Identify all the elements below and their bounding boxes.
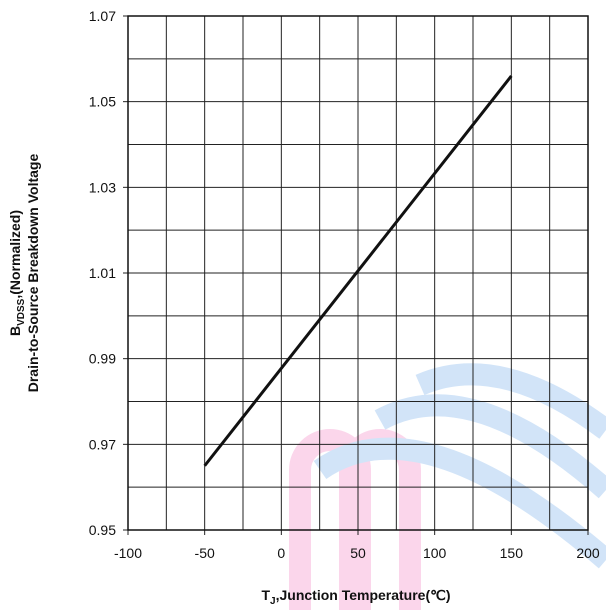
watermark: [289, 363, 606, 610]
x-tick-label: -100: [114, 545, 142, 561]
y-tick-label: 1.01: [89, 265, 116, 281]
data-line: [203, 75, 513, 467]
y-axis-label: Drain-to-Source Breakdown Voltage: [25, 154, 41, 393]
x-tick-label: 0: [277, 545, 285, 561]
x-tick-label: 150: [500, 545, 524, 561]
x-axis-label-part: ,Junction Temperature(℃): [276, 587, 451, 603]
y-tick-label: 1.07: [89, 8, 116, 24]
y-axis-label-part: B: [7, 326, 23, 336]
x-tick-label: 100: [423, 545, 447, 561]
x-axis-label-part: T: [261, 587, 270, 603]
plot-frame: [127, 15, 589, 531]
x-tick-label: -50: [195, 545, 215, 561]
y-axis-label-part: Drain-to-Source Breakdown Voltage: [25, 154, 41, 393]
y-tick-label: 0.99: [89, 351, 116, 367]
y-tick-label: 0.95: [89, 522, 116, 538]
y-tick-label: 1.05: [89, 94, 116, 110]
y-axis-label: BVDSS,(Normalized): [7, 210, 27, 336]
y-tick-label: 1.03: [89, 179, 116, 195]
x-tick-label: 200: [576, 545, 600, 561]
x-tick-label: 50: [350, 545, 366, 561]
y-tick-label: 0.97: [89, 436, 116, 452]
y-axis-label-part: ,(Normalized): [7, 210, 23, 299]
y-axis-label-part: VDSS: [16, 298, 27, 326]
x-axis-label: TJ,Junction Temperature(℃): [261, 587, 450, 607]
x-axis-label-part: J: [270, 596, 276, 607]
